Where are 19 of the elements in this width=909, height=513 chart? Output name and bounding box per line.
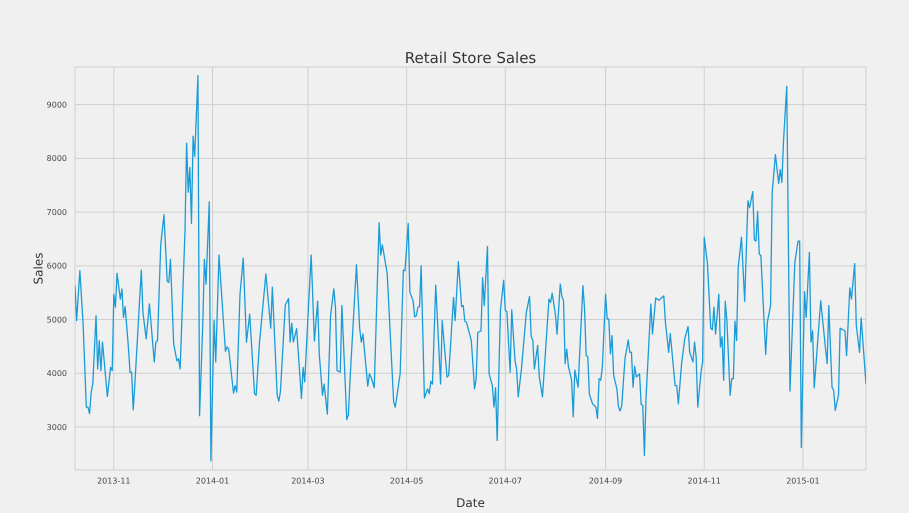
x-tick-label: 2014-05 xyxy=(390,476,424,486)
y-tick-label: 6000 xyxy=(46,262,67,271)
line-series xyxy=(75,74,866,462)
x-tick-label: 2015-01 xyxy=(786,476,820,486)
x-tick-label: 2014-09 xyxy=(588,476,622,486)
x-tick-label: 2014-07 xyxy=(488,476,522,486)
y-tick-label: 9000 xyxy=(46,100,67,110)
y-tick-label: 5000 xyxy=(46,315,67,324)
x-tick-label: 2014-01 xyxy=(196,476,230,486)
x-tick-label: 2013-11 xyxy=(97,476,131,486)
y-tick-label: 3000 xyxy=(46,422,67,432)
x-axis-title: Date xyxy=(456,496,485,510)
y-tick-label: 4000 xyxy=(46,369,67,378)
chart-title: Retail Store Sales xyxy=(404,49,538,67)
y-tick-label: 8000 xyxy=(46,154,67,164)
x-tick-label: 2014-11 xyxy=(688,476,721,486)
y-tick-label: 7000 xyxy=(46,208,67,217)
y-axis-title: Sales xyxy=(31,252,46,284)
x-tick-label: 2014-03 xyxy=(291,476,325,486)
